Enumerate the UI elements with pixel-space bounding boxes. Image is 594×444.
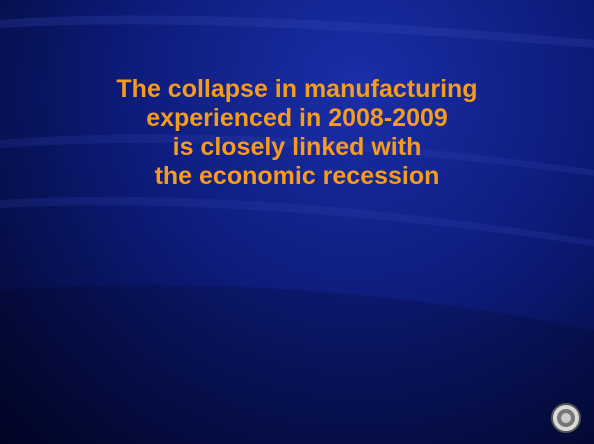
title-line: experienced in 2008-2009 <box>146 104 448 132</box>
seal-logo <box>551 403 581 433</box>
title-line: is closely linked with <box>172 133 422 161</box>
title-line: The collapse in manufacturing <box>116 75 478 103</box>
slide-title: The collapse in manufacturing experience… <box>0 75 594 191</box>
title-line: the economic recession <box>154 162 440 190</box>
